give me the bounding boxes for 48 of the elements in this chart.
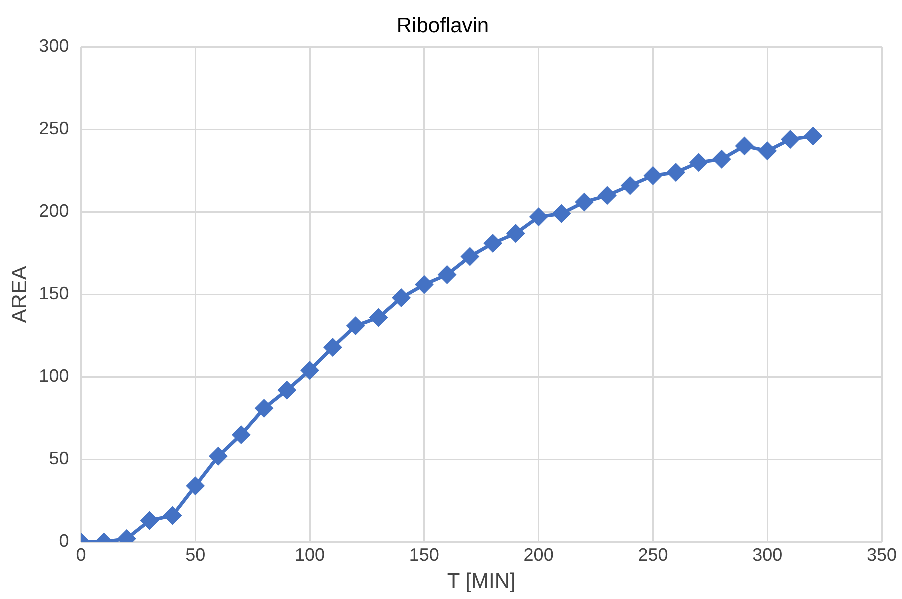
point	[210, 448, 228, 466]
y-tick-label: 50	[49, 448, 70, 469]
y-axis-title: AREA	[8, 266, 32, 324]
point	[484, 234, 502, 252]
point	[461, 248, 479, 266]
point	[278, 382, 296, 400]
point	[758, 142, 776, 160]
y-tick-label: 300	[39, 36, 70, 56]
point	[347, 317, 365, 335]
x-tick-label: 0	[76, 544, 86, 565]
point	[416, 276, 434, 294]
y-tick-label: 200	[39, 201, 70, 222]
point	[690, 154, 708, 172]
point	[141, 512, 159, 530]
y-tick-label: 0	[59, 531, 70, 552]
point	[301, 362, 319, 380]
point	[598, 186, 616, 204]
point	[644, 167, 662, 185]
point	[713, 150, 731, 168]
y-tick-label: 250	[39, 118, 70, 139]
point	[530, 208, 548, 226]
point	[622, 177, 640, 195]
point	[552, 205, 570, 223]
point	[736, 137, 754, 155]
x-tick-label: 300	[752, 544, 783, 565]
x-tick-label: 100	[295, 544, 326, 565]
point	[804, 128, 822, 146]
chart-title: Riboflavin	[396, 14, 490, 38]
x-tick-label: 200	[524, 544, 554, 565]
point	[324, 338, 342, 356]
point	[164, 507, 182, 525]
x-tick-label: 250	[638, 544, 668, 565]
point	[576, 194, 594, 212]
point	[392, 289, 410, 307]
x-tick-label: 50	[186, 544, 206, 565]
point	[438, 266, 456, 284]
x-axis-title: T [MIN]	[447, 570, 516, 594]
y-tick-label: 100	[39, 366, 70, 386]
point	[667, 164, 685, 182]
y-tick-label: 150	[39, 284, 70, 304]
point	[232, 426, 250, 444]
point	[507, 224, 525, 242]
x-tick-label: 150	[409, 544, 440, 565]
point	[256, 400, 274, 418]
point	[782, 130, 800, 148]
point	[186, 477, 204, 495]
point	[370, 309, 388, 327]
x-tick-label: 350	[866, 544, 898, 565]
